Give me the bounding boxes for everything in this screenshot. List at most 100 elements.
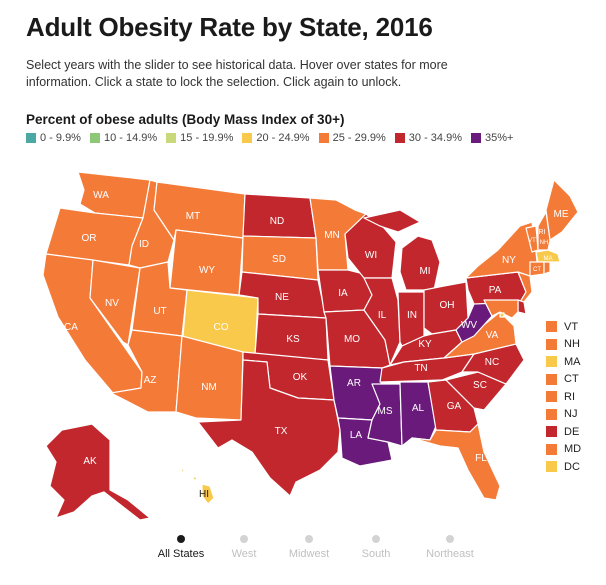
state-label-tx: TX	[275, 426, 288, 437]
legend-swatch	[242, 133, 253, 143]
state-label-il: IL	[378, 310, 387, 321]
region-dot[interactable]	[446, 535, 454, 543]
small-state-nj[interactable]: NJ	[546, 406, 581, 424]
region-all-states[interactable]: All States	[150, 535, 212, 560]
state-label-wy: WY	[199, 265, 215, 276]
state-label-nd: ND	[270, 216, 284, 227]
region-selector: All States West Midwest South Northeast	[150, 535, 498, 560]
region-dot[interactable]	[305, 535, 313, 543]
small-state-de[interactable]: DE	[546, 423, 581, 441]
state-me[interactable]	[545, 179, 579, 241]
region-label[interactable]: Midwest	[288, 548, 330, 560]
state-ak[interactable]	[45, 423, 151, 521]
small-state-label: DE	[564, 425, 580, 438]
small-state-swatch	[546, 373, 557, 385]
page-title: Adult Obesity Rate by State, 2016	[26, 12, 433, 42]
region-midwest[interactable]: Midwest	[270, 535, 348, 560]
state-label-sc: SC	[473, 380, 487, 391]
region-label[interactable]: All States	[157, 548, 205, 560]
legend-swatch	[394, 133, 405, 143]
state-hi[interactable]	[179, 467, 215, 505]
state-label-mo: MO	[344, 334, 360, 345]
state-de[interactable]	[517, 299, 527, 315]
region-northeast[interactable]: Northeast	[404, 535, 496, 560]
state-label-id: ID	[139, 239, 149, 250]
state-mi[interactable]	[363, 209, 441, 291]
small-state-nh[interactable]: NH	[546, 336, 581, 354]
state-wa[interactable]	[77, 171, 151, 219]
state-label-ny: NY	[502, 255, 516, 266]
region-label[interactable]: South	[361, 548, 391, 560]
small-state-vt[interactable]: VT	[546, 318, 581, 336]
region-label[interactable]: Northeast	[426, 548, 474, 560]
state-nv[interactable]	[89, 259, 141, 346]
small-state-label: NH	[564, 338, 580, 351]
state-tx[interactable]	[197, 359, 341, 497]
state-ma[interactable]	[535, 249, 561, 263]
state-label-ri: RI	[539, 229, 546, 236]
legend-swatch	[318, 133, 329, 143]
state-fl[interactable]	[411, 423, 501, 501]
region-dot[interactable]	[177, 535, 185, 543]
region-label[interactable]: West	[231, 548, 257, 560]
small-state-swatch	[546, 391, 557, 403]
state-sc[interactable]	[445, 371, 507, 411]
small-state-dc[interactable]: DC	[546, 458, 581, 476]
state-label-co: CO	[214, 322, 229, 333]
legend-label: 25 - 29.9%	[332, 132, 386, 144]
state-ar[interactable]	[329, 365, 383, 421]
state-label-ut: UT	[153, 306, 166, 317]
small-state-ct[interactable]: CT	[546, 371, 581, 389]
legend-label: 20 - 24.9%	[256, 132, 310, 144]
legend-swatch	[470, 133, 481, 143]
region-dot[interactable]	[372, 535, 380, 543]
state-label-ks: KS	[286, 334, 300, 345]
small-state-swatch	[546, 461, 557, 473]
legend-title: Percent of obese adults (Body Mass Index…	[26, 112, 345, 127]
small-state-swatch	[546, 321, 557, 333]
region-west[interactable]: West	[220, 535, 268, 560]
small-state-swatch	[546, 443, 557, 455]
instructions-text: Select years with the slider to see hist…	[26, 58, 448, 89]
legend-label: 35%+	[484, 132, 514, 144]
state-label-ar: AR	[347, 378, 361, 389]
region-dot[interactable]	[240, 535, 248, 543]
small-state-swatch	[546, 408, 557, 420]
state-label-la: LA	[350, 430, 363, 441]
state-label-ky: KY	[418, 339, 432, 350]
small-state-ma[interactable]: MA	[546, 353, 581, 371]
small-state-ri[interactable]: RI	[546, 388, 581, 406]
state-label-ca: CA	[64, 322, 78, 333]
state-md[interactable]	[483, 299, 519, 319]
state-label-wi: WI	[365, 250, 377, 261]
region-south[interactable]: South	[350, 535, 402, 560]
color-legend: 0 - 9.9% 10 - 14.9% 15 - 19.9% 20 - 24.9…	[26, 132, 513, 144]
state-wy[interactable]	[169, 229, 244, 296]
state-label-ct: CT	[533, 267, 541, 273]
state-ri[interactable]	[543, 261, 551, 275]
small-state-swatch	[546, 338, 557, 350]
state-label-nc: NC	[485, 357, 499, 368]
state-dc[interactable]	[499, 312, 505, 318]
state-label-hi: HI	[199, 489, 209, 500]
state-label-az: AZ	[144, 375, 157, 386]
state-label-nm: NM	[201, 382, 217, 393]
state-label-vt: VT	[528, 238, 536, 244]
small-state-swatch	[546, 426, 557, 438]
legend-item: 0 - 9.9%	[26, 132, 81, 144]
state-label-pa: PA	[489, 285, 502, 296]
small-state-label: NJ	[564, 408, 578, 421]
state-label-or: OR	[82, 233, 97, 244]
legend-swatch	[89, 133, 100, 143]
legend-item: 10 - 14.9%	[89, 132, 157, 144]
state-label-mt: MT	[186, 211, 200, 222]
small-state-md[interactable]: MD	[546, 441, 581, 459]
state-label-sd: SD	[272, 254, 286, 265]
small-state-label: MD	[564, 443, 582, 456]
legend-label: 0 - 9.9%	[40, 132, 81, 144]
state-nm[interactable]	[175, 335, 244, 421]
state-nh[interactable]	[537, 211, 551, 251]
state-label-in: IN	[407, 310, 417, 321]
state-label-mi: MI	[419, 266, 430, 277]
